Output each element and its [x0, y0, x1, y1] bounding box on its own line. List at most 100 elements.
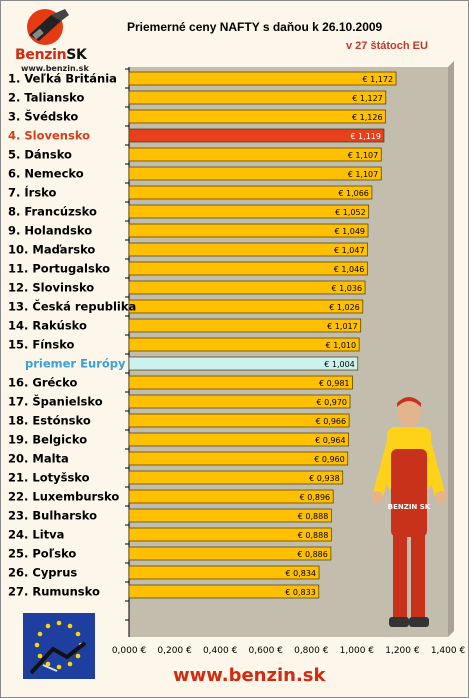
value-label: € 0,896	[300, 493, 331, 502]
category-label: 11. Portugalsko	[8, 262, 110, 276]
bar[interactable]	[128, 128, 385, 143]
value-label: € 1,047	[334, 246, 365, 255]
category-label: 25. Poľsko	[8, 547, 76, 561]
value-label: € 0,981	[319, 379, 350, 388]
logo-url: www.benzin.sk	[21, 64, 89, 73]
category-label: 17. Španielsko	[8, 394, 103, 409]
category-label: 12. Slovinsko	[8, 281, 94, 295]
footer-url[interactable]: www.benzin.sk	[173, 665, 326, 686]
bar[interactable]	[128, 280, 366, 295]
bar[interactable]	[128, 565, 320, 580]
bar[interactable]	[128, 204, 370, 219]
category-label: 7. Írsko	[8, 185, 57, 200]
value-label: € 1,026	[329, 303, 360, 312]
category-label: 20. Malta	[8, 452, 69, 466]
bar[interactable]	[128, 90, 387, 105]
category-label: 8. Francúzsko	[8, 205, 97, 219]
category-label: 2. Taliansko	[8, 91, 85, 105]
bar[interactable]	[128, 299, 364, 314]
value-label: € 1,046	[334, 265, 365, 274]
value-label: € 1,017	[327, 322, 358, 331]
bar[interactable]	[128, 71, 397, 86]
bar[interactable]	[128, 489, 334, 504]
x-tick-label: 0,200 €	[157, 646, 192, 656]
value-label: € 1,066	[338, 189, 369, 198]
value-label: € 0,888	[298, 531, 329, 540]
bar[interactable]	[128, 451, 349, 466]
x-tick-label: 0,600 €	[249, 646, 284, 656]
value-label: € 0,964	[315, 436, 346, 445]
bar[interactable]	[128, 356, 359, 371]
value-label: € 1,107	[348, 151, 379, 160]
x-tick-label: 1,200 €	[385, 646, 420, 656]
bar[interactable]	[128, 166, 382, 181]
eu-flag-icon	[23, 613, 95, 679]
category-label: 9. Holandsko	[8, 224, 92, 238]
bar[interactable]	[128, 337, 360, 352]
category-label: 22. Luxembursko	[8, 490, 119, 504]
mechanic-mascot: BENZIN SK	[371, 397, 447, 627]
x-tick-label: 0,000 €	[112, 646, 147, 656]
bar[interactable]	[128, 261, 368, 276]
category-label: 3. Švédsko	[8, 109, 78, 124]
value-label: € 0,970	[316, 398, 347, 407]
value-label: € 1,052	[335, 208, 366, 217]
bar[interactable]	[128, 318, 362, 333]
value-label: € 1,107	[348, 170, 379, 179]
bar[interactable]	[128, 527, 332, 542]
value-label: € 0,886	[297, 550, 328, 559]
bar[interactable]	[128, 147, 382, 162]
category-label: 24. Litva	[8, 528, 64, 542]
category-label: 26. Cyprus	[8, 566, 77, 580]
bar[interactable]	[128, 242, 368, 257]
bar[interactable]	[128, 109, 386, 124]
x-tick-label: 1,400 €	[431, 646, 466, 656]
value-label: € 1,172	[363, 75, 394, 84]
x-tick-label: 0,800 €	[294, 646, 329, 656]
value-label: € 0,888	[298, 512, 329, 521]
value-label: € 1,119	[350, 132, 381, 141]
bar[interactable]	[128, 470, 344, 485]
category-label: 16. Grécko	[8, 376, 77, 390]
category-label: 5. Dánsko	[8, 148, 72, 162]
category-label: 14. Rakúsko	[8, 319, 87, 333]
x-tick-label: 1,000 €	[340, 646, 375, 656]
bar[interactable]	[128, 584, 320, 599]
bar[interactable]	[128, 185, 373, 200]
category-label: 10. Maďarsko	[8, 243, 95, 257]
category-label: priemer Európy	[25, 357, 126, 371]
category-label: 19. Belgicko	[8, 433, 87, 447]
bar[interactable]	[128, 394, 351, 409]
chart-subtitle: v 27 štátoch EU	[346, 40, 428, 52]
category-label: 23. Bulharsko	[8, 509, 97, 523]
value-label: € 0,833	[285, 588, 316, 597]
category-label: 13. Česká republika	[8, 299, 136, 314]
bar[interactable]	[128, 413, 350, 428]
value-label: € 0,938	[309, 474, 340, 483]
bar[interactable]	[128, 546, 332, 561]
value-label: € 1,004	[324, 360, 355, 369]
value-label: € 0,960	[314, 455, 345, 464]
category-label: 15. Fínsko	[8, 338, 75, 352]
value-label: € 1,127	[352, 94, 383, 103]
value-label: € 0,966	[316, 417, 347, 426]
category-label: 21. Lotyšsko	[8, 471, 90, 485]
benzin-logo[interactable]: BenzinSK www.benzin.sk	[7, 7, 89, 73]
plot-side-wall	[448, 61, 454, 637]
category-label: 27. Rumunsko	[8, 585, 100, 599]
value-label: € 1,010	[326, 341, 357, 350]
bar[interactable]	[128, 223, 369, 238]
category-label: 6. Nemecko	[8, 167, 84, 181]
bar[interactable]	[128, 375, 353, 390]
value-label: € 1,049	[334, 227, 365, 236]
category-label: 18. Estónsko	[8, 414, 91, 428]
value-label: € 1,036	[332, 284, 363, 293]
logo-brand-text: BenzinSK	[15, 47, 87, 63]
value-label: € 1,126	[352, 113, 383, 122]
bar[interactable]	[128, 432, 350, 447]
fuel-nozzle-icon	[27, 9, 69, 45]
bar[interactable]	[128, 508, 332, 523]
mascot-shirt-text: BENZIN SK	[388, 503, 431, 511]
